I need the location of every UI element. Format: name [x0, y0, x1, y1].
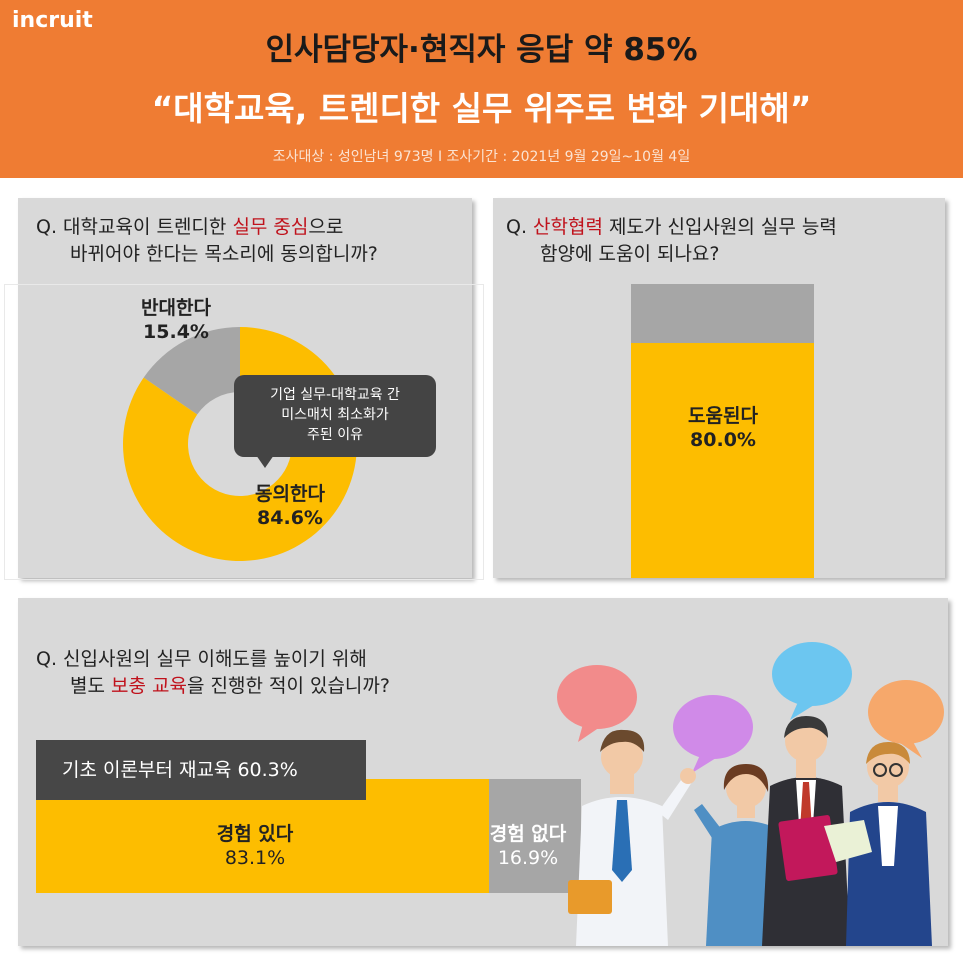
question-3-line2-suffix: 을 진행한 적이 있습니까?	[186, 675, 390, 697]
question-1-highlight: 실무 중심	[232, 216, 309, 238]
donut-label-agree-value: 84.6%	[257, 507, 323, 529]
question-3-line1: Q. 신입사원의 실무 이해도를 높이기 위해	[36, 648, 367, 670]
question-2-line2: 함양에 도움이 되나요?	[540, 243, 720, 265]
question-3-highlight: 보충 교육	[111, 675, 187, 697]
question-2: Q. 산학협력 제도가 신입사원의 실무 능력 함양에 도움이 되나요?	[506, 214, 837, 268]
callout-line-2: 미스매치 최소화가	[281, 407, 389, 423]
vbar-label: 도움된다 80.0%	[648, 404, 798, 452]
title-line-1: 인사담당자·현직자 응답 약 85%	[265, 32, 698, 68]
hbar-label-yes-value: 83.1%	[224, 847, 286, 869]
callout-tail	[256, 455, 274, 468]
callout-line-1: 기업 실무-대학교육 간	[270, 387, 400, 403]
donut-label-agree-name: 동의한다	[255, 483, 325, 505]
hbar-label-yes: 경험 있다 83.1%	[180, 822, 330, 870]
vbar-segment-rest	[631, 284, 814, 343]
question-1-line2: 바뀌어야 한다는 목소리에 동의합니까?	[70, 243, 378, 265]
donut-label-oppose-value: 15.4%	[143, 321, 209, 343]
question-1: Q. 대학교육이 트렌디한 실무 중심으로 바뀌어야 한다는 목소리에 동의합니…	[36, 214, 378, 268]
hbar-label-no-value: 16.9%	[497, 847, 559, 869]
question-1-suffix: 으로	[308, 216, 344, 238]
hbar-label-no: 경험 없다 16.9%	[458, 822, 598, 870]
question-3-line2-prefix: 별도	[70, 675, 111, 697]
question-3-line2-wrap: 별도 보충 교육을 진행한 적이 있습니까?	[36, 673, 390, 700]
hbar-label-yes-name: 경험 있다	[216, 823, 294, 845]
callout-line-3: 주된 이유	[307, 427, 363, 443]
donut-slice-oppose	[143, 327, 240, 415]
header-banner: incruit 인사담당자·현직자 응답 약 85% “대학교육, 트렌디한 실…	[0, 0, 963, 178]
question-2-highlight: 산학협력	[533, 216, 603, 238]
question-3: Q. 신입사원의 실무 이해도를 높이기 위해 별도 보충 교육을 진행한 적이…	[36, 646, 390, 700]
donut-frame	[4, 284, 484, 580]
vbar-segment-helpful	[631, 342, 814, 578]
donut-label-oppose: 반대한다 15.4%	[106, 296, 246, 344]
question-2-prefix: Q.	[506, 216, 534, 238]
vbar-label-value: 80.0%	[690, 429, 756, 451]
hbar-segment-no	[488, 779, 581, 893]
question-2-suffix: 제도가 신입사원의 실무 능력	[602, 216, 837, 238]
hbar-label-no-name: 경험 없다	[489, 823, 567, 845]
survey-info: 조사대상 : 성인남녀 973명 I 조사기간 : 2021년 9월 29일~1…	[272, 149, 691, 165]
callout-bubble: 기업 실무-대학교육 간 미스매치 최소화가 주된 이유	[234, 375, 436, 457]
donut-label-oppose-name: 반대한다	[141, 297, 211, 319]
brand-logo: incruit	[12, 8, 93, 33]
question-1-prefix: Q. 대학교육이 트렌디한	[36, 216, 233, 238]
vbar-label-name: 도움된다	[688, 405, 758, 427]
donut-label-agree: 동의한다 84.6%	[220, 482, 360, 530]
title-line-2: “대학교육, 트렌디한 실무 위주로 변화 기대해”	[151, 89, 812, 128]
sub-bar-retraining: 기초 이론부터 재교육 60.3%	[36, 740, 366, 800]
